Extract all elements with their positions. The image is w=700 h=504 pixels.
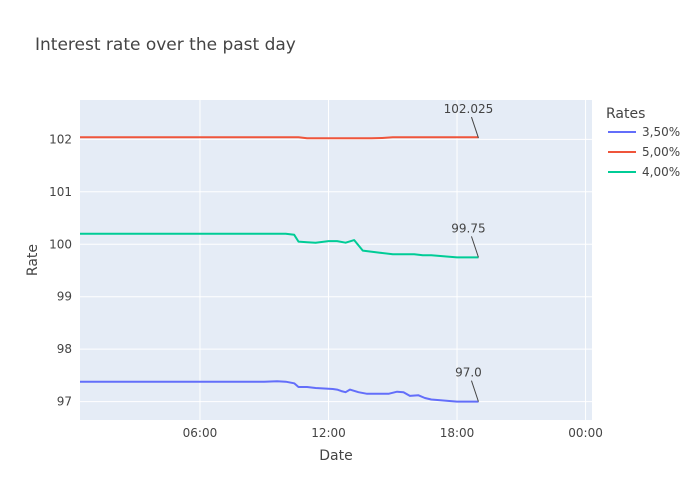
y-tick-label: 100 bbox=[49, 237, 72, 251]
y-tick-label: 99 bbox=[57, 290, 72, 304]
legend-item: 4,00% bbox=[608, 165, 680, 179]
chart-title: Interest rate over the past day bbox=[35, 35, 296, 55]
legend-label: 3,50% bbox=[642, 125, 680, 139]
series-line-2 bbox=[80, 136, 479, 140]
legend: Rates 3,50% 5,00% 4,00% bbox=[606, 106, 680, 179]
x-tick-label: 06:00 bbox=[183, 426, 218, 440]
annotation-layer: 102.025 99.75 97.0 bbox=[444, 102, 494, 402]
y-tick-label: 102 bbox=[49, 132, 72, 146]
grid-layer bbox=[80, 100, 592, 420]
y-tick-label: 97 bbox=[57, 395, 72, 409]
x-tick-label: 18:00 bbox=[440, 426, 475, 440]
y-tick-label: 98 bbox=[57, 342, 72, 356]
x-axis-label: Date bbox=[319, 448, 352, 464]
annotation-label: 102.025 bbox=[444, 102, 494, 116]
y-tick-label: 101 bbox=[49, 185, 72, 199]
legend-title: Rates bbox=[606, 106, 645, 122]
y-axis-label: Rate bbox=[25, 244, 41, 276]
annotation-arrow bbox=[470, 116, 479, 139]
x-tick-label: 00:00 bbox=[568, 426, 603, 440]
series-layer bbox=[80, 136, 479, 403]
legend-label: 5,00% bbox=[642, 145, 680, 159]
legend-item: 3,50% bbox=[608, 125, 680, 139]
plot-area bbox=[80, 100, 592, 420]
annotation-label: 99.75 bbox=[451, 221, 485, 235]
annotation-arrow bbox=[470, 236, 479, 258]
tick-layer: 97 98 99 100 101 102 06:00 12:00 18:00 00:00 bbox=[49, 132, 603, 440]
legend-label: 4,00% bbox=[642, 165, 680, 179]
series-line-3 bbox=[80, 232, 479, 259]
x-tick-label: 12:00 bbox=[311, 426, 346, 440]
annotation-arrow bbox=[470, 380, 479, 402]
series-line-1 bbox=[80, 380, 479, 403]
annotation-label: 97.0 bbox=[455, 366, 482, 380]
legend-item: 5,00% bbox=[608, 145, 680, 159]
